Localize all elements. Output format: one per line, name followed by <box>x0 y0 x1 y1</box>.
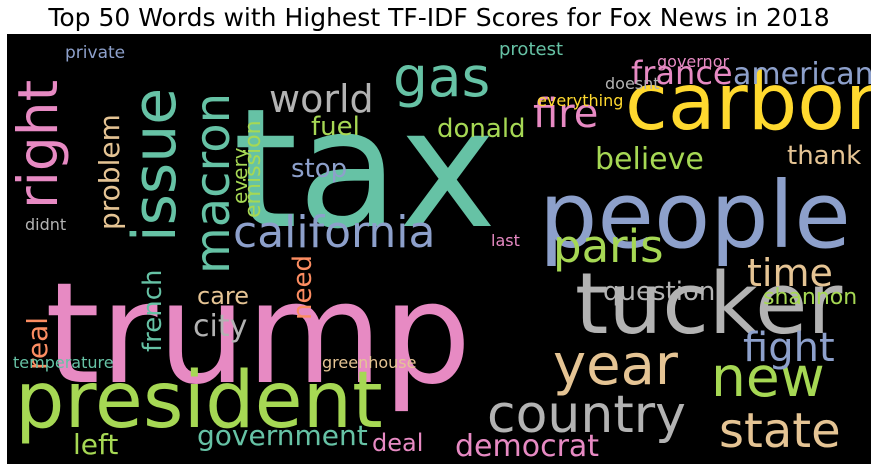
word-greenhouse: greenhouse <box>322 353 416 372</box>
word-shannon: shannon <box>763 285 857 310</box>
word-country: country <box>487 385 686 445</box>
word-real: real <box>21 317 54 370</box>
word-fire: fire <box>533 91 598 137</box>
word-temperature: temperature <box>13 353 114 372</box>
word-gas: gas <box>393 45 490 109</box>
word-need: need <box>288 255 318 320</box>
word-doesnt: doesnt <box>605 74 660 93</box>
word-every: every <box>228 147 252 204</box>
word-new: new <box>711 345 825 409</box>
word-france: france <box>631 54 733 92</box>
word-right: right <box>7 80 70 209</box>
word-question: question <box>603 277 715 307</box>
word-tax: tax <box>233 73 496 265</box>
word-american: american <box>733 57 871 92</box>
word-carbon: carbon <box>625 58 871 148</box>
word-problem: problem <box>93 114 126 230</box>
word-issue: issue <box>120 88 190 242</box>
word-democrat: democrat <box>455 429 599 464</box>
word-government: government <box>197 419 368 452</box>
word-donald: donald <box>437 114 526 144</box>
word-state: state <box>719 403 841 459</box>
word-year: year <box>553 333 679 398</box>
word-thank: thank <box>787 141 861 171</box>
word-world: world <box>269 77 374 121</box>
word-deal: deal <box>372 429 423 457</box>
word-macron: macron <box>185 93 241 274</box>
word-time: time <box>747 251 833 295</box>
word-care: care <box>197 282 249 310</box>
word-believe: believe <box>595 142 704 177</box>
word-city: city <box>193 309 247 344</box>
word-emission: emission <box>241 120 266 218</box>
word-trump: trump <box>45 253 471 416</box>
word-california: california <box>233 207 435 258</box>
word-last: last <box>491 231 520 250</box>
word-paris: paris <box>553 220 664 273</box>
word-everything: everything <box>537 91 623 110</box>
word-left: left <box>73 428 118 461</box>
word-didnt: didnt <box>25 215 66 234</box>
word-french: french <box>138 269 168 352</box>
word-protest: protest <box>499 39 563 60</box>
word-tucker: tucker <box>575 255 842 354</box>
word-fight: fight <box>743 325 835 371</box>
word-people: people <box>539 162 851 269</box>
word-fuel: fuel <box>311 112 360 142</box>
word-cloud: tax trump people tucker president carbon issue… <box>7 34 871 464</box>
word-private: private <box>65 43 125 63</box>
word-president: president <box>15 356 383 446</box>
word-stop: stop <box>291 154 347 184</box>
word-governor: governor <box>657 52 729 71</box>
chart-title: Top 50 Words with Highest TF-IDF Scores … <box>48 3 830 32</box>
